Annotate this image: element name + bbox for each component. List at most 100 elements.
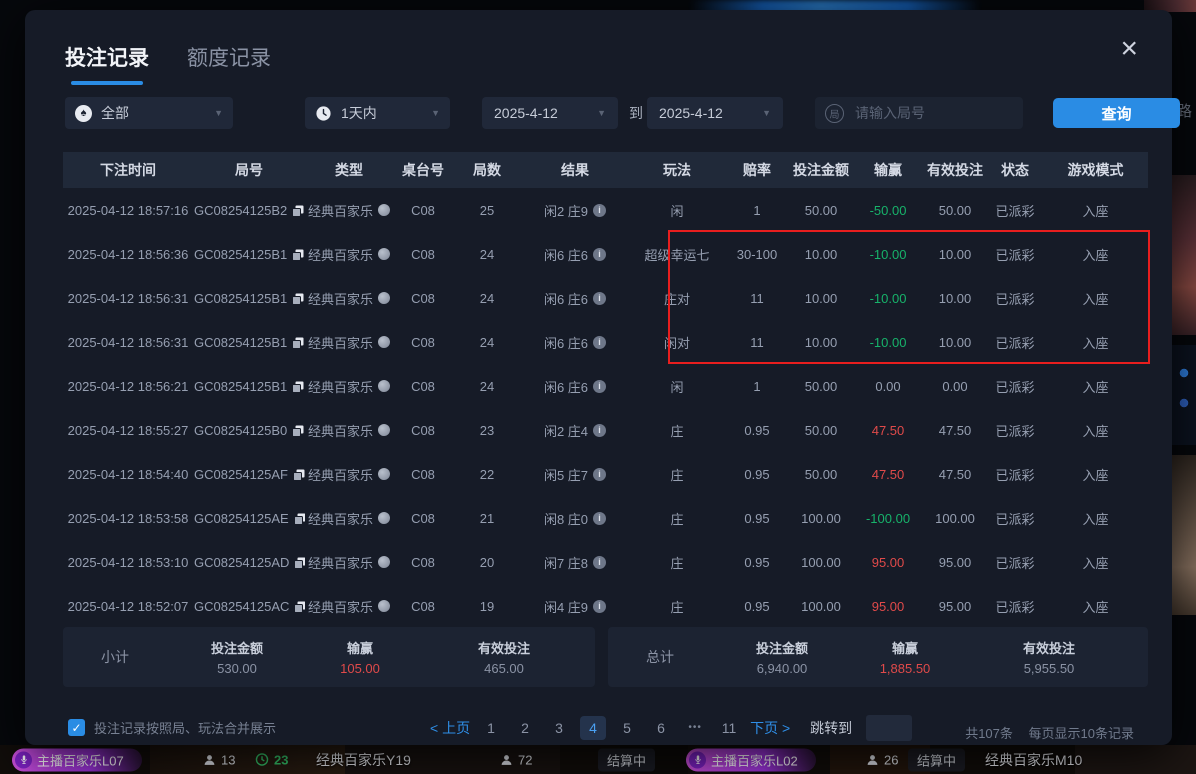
copy-icon[interactable]	[292, 249, 304, 261]
page-ellipsis[interactable]: •••	[688, 722, 702, 733]
game-preview-icon	[378, 292, 390, 304]
timer-icon	[255, 753, 269, 767]
page-number[interactable]: 11	[721, 720, 737, 736]
result-value: 闲7 庄8	[543, 555, 589, 571]
round-id: GC08254125B1	[194, 247, 288, 263]
game-type-cell: 经典百家乐	[305, 276, 393, 320]
info-icon[interactable]: i	[593, 467, 607, 481]
column-header: 结果	[521, 152, 629, 188]
background-side-text: 路	[1177, 103, 1193, 120]
result-cell: 闲6 庄6 i	[521, 276, 629, 320]
tab-quota-records[interactable]: 额度记录	[187, 47, 271, 70]
total-card: 总计 投注金额 6,940.00 输赢 1,885.50 有效投注 5,955.…	[608, 627, 1148, 687]
copy-icon[interactable]	[293, 513, 305, 525]
info-icon[interactable]: i	[593, 423, 607, 437]
chevron-down-icon: ▼	[762, 108, 771, 118]
page-number[interactable]: 2	[521, 720, 529, 736]
table-no-cell: C08	[411, 202, 435, 218]
valid-bet-cell: 95.00	[938, 554, 972, 570]
status-cell: 已派彩	[995, 423, 1035, 439]
round-search-field[interactable]: 局	[815, 97, 1023, 129]
tab-bet-records[interactable]: 投注记录	[65, 42, 149, 85]
info-icon[interactable]: i	[593, 247, 607, 261]
valid-bet-cell: 50.00	[938, 202, 972, 218]
column-header: 有效投注	[923, 152, 987, 188]
game-preview-icon	[378, 424, 390, 436]
table-no-cell: C08	[411, 598, 435, 614]
date-to-picker[interactable]: 2025-4-12 ▼	[647, 97, 783, 129]
info-icon[interactable]: i	[593, 599, 607, 613]
mode-cell: 入座	[1082, 247, 1109, 263]
play-cell: 庄	[670, 555, 684, 571]
winloss-cell: -10.00	[869, 290, 907, 306]
info-icon[interactable]: i	[593, 555, 607, 569]
close-icon[interactable]: ×	[1120, 32, 1138, 65]
per-page-info: 每页显示10条记录	[1028, 726, 1134, 741]
subtotal-bet: 投注金额 530.00	[210, 641, 263, 676]
game-type-dropdown[interactable]: ♠ 全部 ▼	[65, 97, 233, 129]
info-icon[interactable]: i	[593, 511, 607, 525]
date-from-picker[interactable]: 2025-4-12 ▼	[482, 97, 618, 129]
prev-page-button[interactable]: < 上页	[430, 720, 471, 736]
next-page-button[interactable]: 下页 >	[750, 720, 791, 736]
jump-page-input[interactable]	[866, 715, 913, 741]
merge-toggle[interactable]: ✓ 投注记录按照局、玩法合并展示	[68, 718, 276, 737]
copy-icon[interactable]	[292, 381, 304, 393]
page-number[interactable]: 4	[580, 716, 607, 740]
table-row: 2025-04-12 18:57:16 GC08254125B2 经典百家乐 C08 2…	[63, 188, 1148, 232]
table-no-cell: C08	[411, 290, 435, 306]
game-type: 经典百家乐	[307, 467, 373, 483]
copy-icon[interactable]	[294, 557, 305, 569]
status-cell: 已派彩	[995, 291, 1035, 307]
background-slot-icons	[1172, 345, 1196, 445]
background-video-sliver	[1144, 0, 1196, 12]
table-title[interactable]: 经典百家乐M10	[985, 750, 1082, 770]
bet-time-cell: 2025-04-12 18:56:36	[67, 246, 189, 262]
result-cell: 闲5 庄7 i	[521, 452, 629, 496]
column-header: 桌台号	[393, 152, 453, 188]
column-header: 状态	[987, 152, 1043, 188]
page-number[interactable]: 6	[657, 720, 665, 736]
copy-icon[interactable]	[292, 205, 304, 217]
copy-icon[interactable]	[292, 293, 304, 305]
odds-cell: 0.95	[744, 598, 770, 614]
copy-icon[interactable]	[294, 601, 305, 613]
table-row: 2025-04-12 18:56:36 GC08254125B1 经典百家乐 C08 2…	[63, 232, 1148, 276]
mode-cell: 入座	[1082, 423, 1109, 439]
viewer-count: 13	[203, 752, 235, 767]
table-status: 结算中	[908, 748, 966, 771]
valid-bet-cell: 10.00	[938, 246, 972, 262]
page-number[interactable]: 1	[487, 720, 495, 736]
bet-amount-cell: 10.00	[804, 246, 838, 262]
bet-amount-cell: 10.00	[804, 290, 838, 306]
time-range-dropdown[interactable]: 1天内 ▼	[305, 97, 450, 129]
bet-amount-cell: 50.00	[804, 422, 838, 438]
game-type: 经典百家乐	[307, 291, 373, 307]
round-search-input[interactable]	[853, 104, 1007, 122]
page-number[interactable]: 3	[555, 720, 563, 736]
copy-icon[interactable]	[292, 469, 305, 481]
viewer-count-value: 26	[884, 752, 899, 767]
table-title[interactable]: 经典百家乐Y19	[316, 750, 411, 770]
result-value: 闲4 庄9	[543, 599, 589, 615]
round-id-cell: GC08254125B1	[193, 276, 305, 320]
search-button[interactable]: 查询	[1053, 98, 1180, 128]
live-table-pill[interactable]: 主播百家乐L02	[686, 748, 816, 771]
chevron-down-icon: ▼	[597, 108, 606, 118]
info-icon[interactable]: i	[593, 291, 607, 305]
info-icon[interactable]: i	[593, 379, 607, 393]
play-cell: 庄	[670, 599, 684, 615]
game-preview-icon	[378, 204, 390, 216]
copy-icon[interactable]	[292, 425, 304, 437]
bet-time-cell: 2025-04-12 18:56:21	[67, 378, 189, 394]
table-name: 主播百家乐L02	[711, 753, 798, 768]
live-table-pill[interactable]: 主播百家乐L07	[12, 748, 142, 771]
copy-icon[interactable]	[292, 337, 304, 349]
page-number[interactable]: 5	[623, 720, 631, 736]
info-icon[interactable]: i	[593, 335, 607, 349]
subtotal-label: 小计	[101, 649, 129, 665]
game-type: 经典百家乐	[307, 423, 373, 439]
table-header-row: 下注时间 局号 类型 桌台号 局数 结果 玩法 赔率 投注金额 输赢 有效投注 状态 游戏模式	[63, 152, 1148, 188]
info-icon[interactable]: i	[593, 203, 607, 217]
winloss-cell: 47.50	[871, 466, 905, 482]
